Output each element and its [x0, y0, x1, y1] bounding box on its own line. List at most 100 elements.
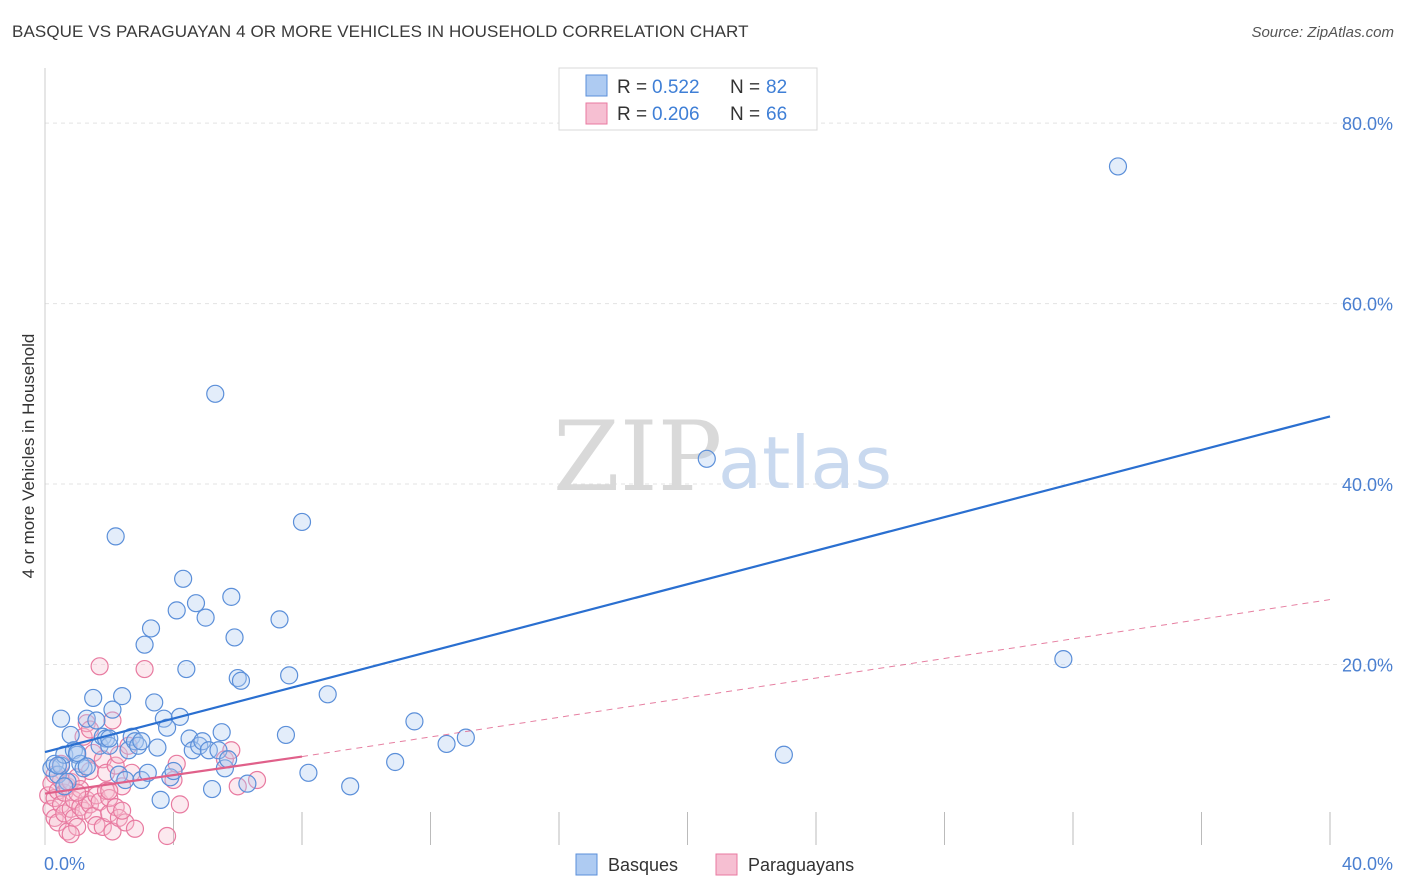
- basques-point: [299, 763, 318, 782]
- basques-point: [51, 709, 71, 728]
- basques-point: [1108, 157, 1128, 176]
- basques-point: [202, 779, 222, 799]
- basques-point: [151, 790, 170, 809]
- basques-point: [84, 688, 103, 708]
- paraguayans-point: [170, 795, 190, 814]
- legend-r-label-paraguayans: R =: [617, 104, 647, 125]
- legend-n-label-paraguayans: N =: [730, 104, 760, 125]
- basques-point: [774, 745, 793, 764]
- paraguayans-point: [247, 770, 267, 790]
- paraguayans-point: [125, 819, 145, 838]
- paraguayans-point: [68, 817, 87, 837]
- y-axis-label: 4 or more Vehicles in Household: [19, 334, 38, 579]
- legend-r-label-basques: R =: [617, 77, 647, 98]
- paraguayans-point: [87, 816, 106, 835]
- basques-point: [405, 712, 424, 731]
- paraguayans-trend-line: [44, 755, 303, 795]
- basques-point: [318, 685, 337, 704]
- basques-point: [341, 777, 360, 796]
- x-tick-label: 40.0%: [1342, 854, 1393, 874]
- y-tick-label: 40.0%: [1342, 475, 1393, 495]
- paraguayans-point: [116, 813, 135, 832]
- y-tick-label: 80.0%: [1342, 114, 1393, 134]
- legend-n-label-basques: N =: [730, 77, 760, 98]
- basques-point: [219, 750, 238, 769]
- paraguayans-point: [103, 711, 122, 730]
- legend-r-value-basques: 0.522: [652, 77, 700, 98]
- legend-n-value-paraguayans: 66: [766, 104, 787, 125]
- basques-point: [196, 608, 215, 627]
- basques-point: [103, 700, 122, 719]
- watermark: ZIP atlas: [553, 401, 892, 513]
- basques-point: [437, 734, 456, 754]
- basques-point: [697, 449, 716, 468]
- watermark-atlas: atlas: [718, 421, 892, 505]
- basques-trend-line: [44, 415, 1331, 754]
- tick-labels: 20.0% 40.0% 60.0% 80.0% 0.0% 40.0%: [44, 114, 1393, 874]
- basques-point: [231, 671, 251, 690]
- legend-swatch-paraguayans: [585, 102, 608, 125]
- chart-title: BASQUE VS PARAGUAYAN 4 OR MORE VEHICLES …: [12, 22, 749, 41]
- basques-point: [100, 736, 119, 755]
- basques-point: [280, 666, 299, 685]
- y-tick-label: 20.0%: [1342, 656, 1393, 676]
- axes: [44, 68, 1331, 845]
- basques-point: [48, 756, 67, 775]
- basques-point: [225, 628, 244, 647]
- paraguayans-point: [112, 801, 132, 820]
- basques-point: [456, 728, 475, 747]
- basques-point: [270, 610, 289, 629]
- basques-point: [116, 770, 135, 790]
- paraguayans-point: [90, 657, 109, 676]
- basques-point: [132, 732, 151, 751]
- basques-point: [167, 601, 186, 620]
- basques-point: [1054, 650, 1073, 669]
- trend-lines: [44, 415, 1331, 795]
- basques-point: [141, 619, 161, 638]
- basques-point: [206, 384, 225, 403]
- x-tick-label: 0.0%: [44, 854, 85, 874]
- legend-r-value-paraguayans: 0.206: [652, 104, 700, 125]
- bottom-legend-label-paraguayans: Paraguayans: [748, 855, 854, 875]
- basques-point: [119, 741, 138, 760]
- basques-point: [61, 725, 80, 745]
- basques-point: [276, 725, 296, 745]
- paraguayans-point: [61, 825, 80, 844]
- legend-bottom: Basques Paraguayans: [575, 853, 854, 876]
- basques-point: [238, 774, 257, 793]
- bottom-legend-label-basques: Basques: [608, 855, 678, 875]
- basques-point: [148, 738, 167, 757]
- basques-point: [100, 729, 119, 748]
- basques-point: [145, 693, 164, 712]
- bottom-legend-swatch-paraguayans: [715, 853, 738, 876]
- basques-point: [228, 668, 247, 688]
- basques-point: [87, 711, 106, 730]
- source-label: Source: ZipAtlas.com: [1251, 24, 1394, 41]
- watermark-zip: ZIP: [553, 401, 722, 513]
- basques-point: [112, 687, 132, 706]
- paraguayans-point: [135, 659, 154, 679]
- basques-point: [222, 587, 241, 606]
- basques-point: [135, 635, 154, 654]
- paraguayans-point: [100, 781, 119, 800]
- paraguayans-points: [39, 657, 267, 846]
- grid-lines: [45, 122, 1392, 666]
- basques-point: [199, 741, 218, 760]
- legend-n-value-basques: 82: [766, 77, 787, 98]
- basques-point: [77, 757, 96, 776]
- basques-point: [106, 527, 125, 546]
- basques-point: [186, 594, 206, 613]
- y-tick-label: 60.0%: [1342, 295, 1393, 315]
- legend-swatch-basques: [585, 74, 608, 97]
- basques-point: [292, 512, 312, 532]
- basques-point: [212, 723, 231, 742]
- paraguayans-point: [157, 826, 177, 846]
- legend-top: R = 0.522 N = 82 R = 0.206 N = 66: [558, 67, 818, 131]
- basques-point: [193, 732, 212, 751]
- basques-point: [386, 752, 405, 772]
- paraguayans-point: [100, 788, 119, 808]
- bottom-legend-swatch-basques: [575, 853, 598, 876]
- basques-point: [177, 659, 196, 679]
- basques-point: [74, 759, 93, 778]
